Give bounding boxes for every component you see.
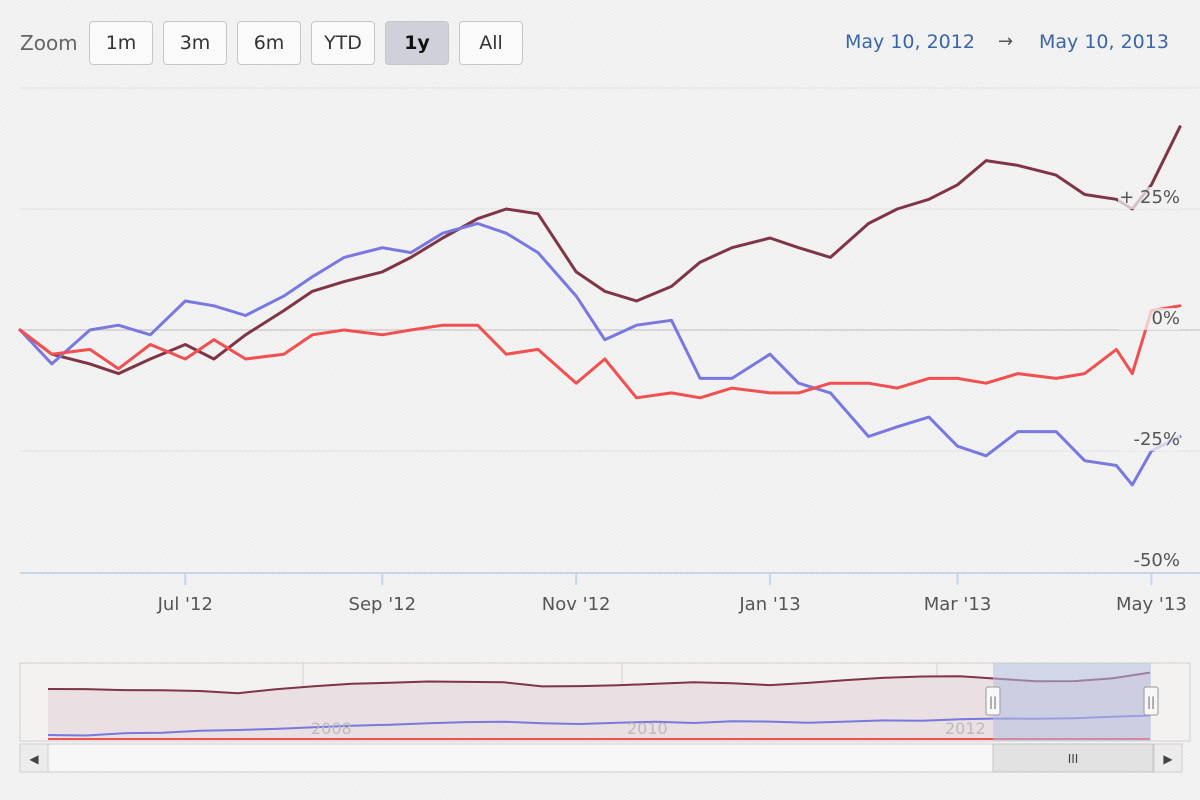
series-line [18,125,1182,376]
scroll-left-arrow-icon: ◀ [29,752,39,766]
series-line [18,304,1182,400]
series-layer [18,125,1182,487]
scroll-right-button[interactable] [1153,743,1183,773]
navigator-year-label: 2010 [627,719,668,738]
y-tick-label: 0% [1151,308,1180,329]
navigator-series-line [47,714,1151,737]
navigator-year-label: 2008 [311,719,352,738]
range-arrow-icon: → [998,31,1014,52]
navigator-left-handle[interactable]: || [985,686,1001,716]
navigator-selected-range[interactable] [993,663,1151,741]
range-to-date[interactable]: May 10, 2013 [1039,31,1169,53]
y-tick-label: -50% [1133,550,1180,571]
zoom-ytd-button[interactable]: YTD [311,21,375,65]
zoom-1m-button[interactable]: 1m [89,21,153,65]
zoom-1y-button[interactable]: 1y [385,21,449,65]
scrollbar-thumb[interactable] [992,743,1154,773]
handle-grip-icon: || [989,695,997,709]
y-tick-label: + 25% [1119,187,1180,208]
x-tick-label: Nov '12 [542,594,611,615]
x-tick-label: Mar '13 [924,594,992,615]
x-axis: Jul '12 Sep '12 Nov '12 Jan '13 Mar '13 May '… [20,572,1200,615]
x-tick-label: Jul '12 [157,594,213,615]
zoom-all-button[interactable]: All [459,21,523,65]
navigator-right-handle[interactable]: || [1143,686,1159,716]
scrollbar-grip-icon: III [1068,752,1079,766]
range-from-date[interactable]: May 10, 2012 [845,31,975,53]
y-label-background [1118,187,1180,209]
navigator-area-fill [48,672,1150,741]
x-tick-label: May '13 [1116,594,1187,615]
x-tick-label: Jan '13 [738,594,800,615]
zoom-label: Zoom [20,31,78,55]
grid-layer [20,87,1200,452]
navigator[interactable]: 2008 2010 2012 || || ◀ III ▶ [0,640,1200,800]
y-axis-labels: + 25% 0% -25% -50% [1118,187,1180,572]
y-label-background [1118,308,1180,330]
navigator-series-line [47,671,1151,695]
navigator-year-label: 2012 [945,719,986,738]
y-label-background [1118,429,1180,451]
scroll-right-arrow-icon: ▶ [1163,752,1173,766]
series-line [18,222,1182,487]
zoom-6m-button[interactable]: 6m [237,21,301,65]
y-label-background [1118,550,1180,572]
zoom-3m-button[interactable]: 3m [163,21,227,65]
main-chart: + 25% 0% -25% -50% Jul '12 Sep '12 Nov '12 Jan… [18,87,1200,615]
scroll-left-button[interactable] [19,743,49,773]
y-tick-label: -25% [1133,429,1180,450]
x-tick-label: Sep '12 [349,594,417,615]
handle-grip-icon: || [1147,695,1155,709]
